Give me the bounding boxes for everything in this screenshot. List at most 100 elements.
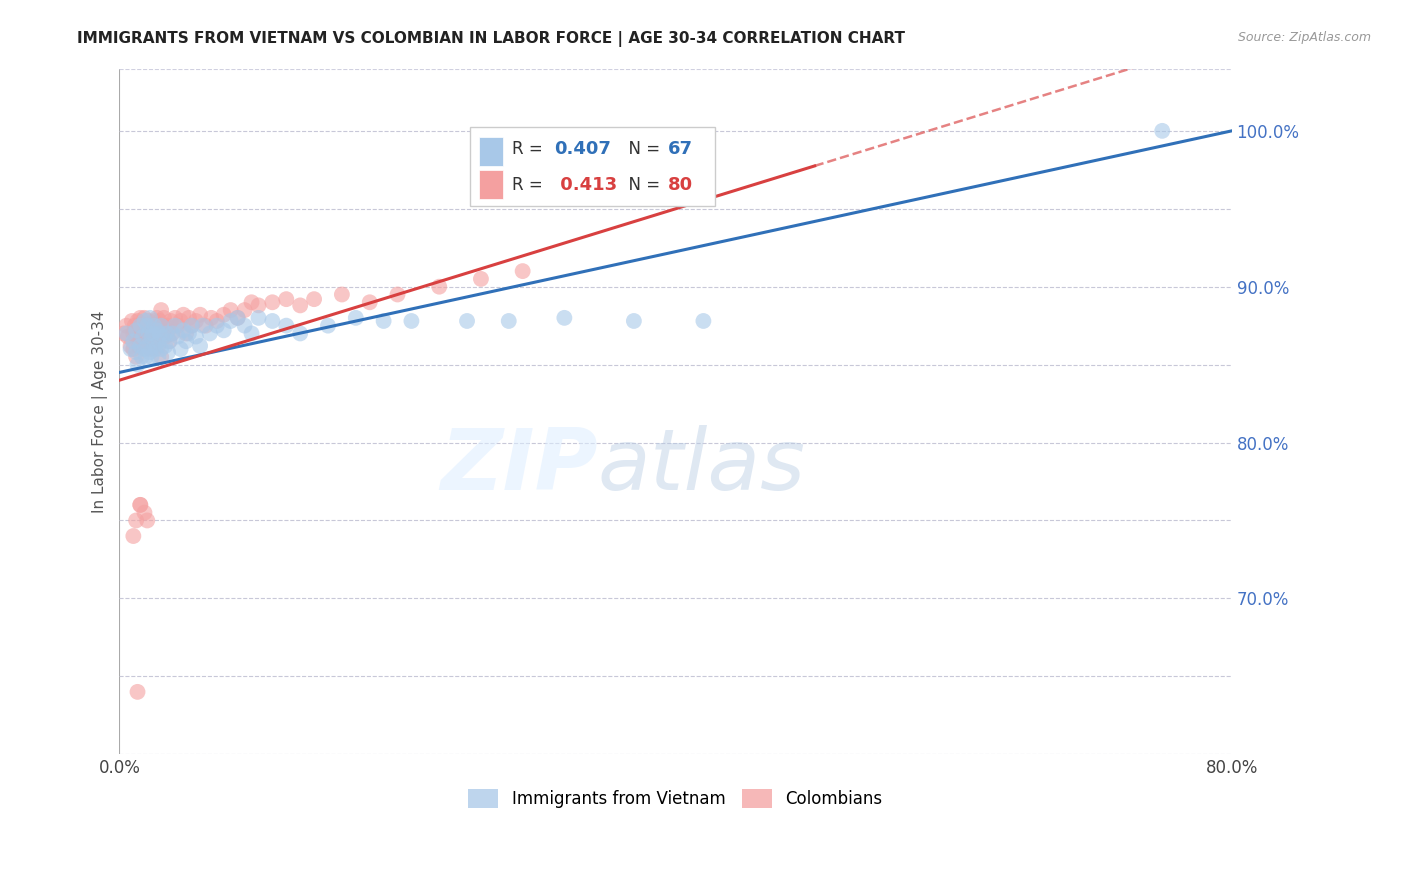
Point [125, 350, 148, 364]
Point [262, 314, 284, 328]
Point [166, 318, 188, 333]
Point [172, 308, 194, 322]
Point [156, 318, 179, 333]
Point [692, 314, 714, 328]
Point [134, 506, 156, 520]
Point [205, 314, 228, 328]
Point [136, 318, 159, 333]
Text: 0.413: 0.413 [554, 176, 617, 194]
Point [623, 314, 645, 328]
Point [129, 339, 152, 353]
Point [127, 314, 149, 328]
Point [184, 314, 207, 328]
Point [125, 345, 148, 359]
Point [136, 318, 159, 333]
Text: IMMIGRANTS FROM VIETNAM VS COLOMBIAN IN LABOR FORCE | AGE 30-34 CORRELATION CHAR: IMMIGRANTS FROM VIETNAM VS COLOMBIAN IN … [77, 31, 905, 47]
Point [205, 318, 228, 333]
Text: ZIP: ZIP [440, 425, 598, 508]
Point [134, 314, 156, 328]
Point [427, 279, 450, 293]
Point [344, 310, 367, 325]
Point [150, 350, 173, 364]
Point [141, 329, 163, 343]
Point [152, 318, 174, 333]
Point [159, 334, 181, 349]
Point [149, 314, 172, 328]
Point [470, 272, 492, 286]
Point [135, 350, 157, 364]
Point [188, 308, 211, 322]
Point [138, 326, 160, 341]
Text: 0.407: 0.407 [554, 140, 612, 159]
Point [157, 345, 180, 359]
Point [330, 287, 353, 301]
Point [155, 329, 177, 343]
Point [128, 326, 150, 341]
Point [134, 342, 156, 356]
Point [136, 334, 159, 349]
Text: R =: R = [512, 140, 548, 159]
Point [148, 318, 170, 333]
Point [145, 342, 167, 356]
Point [134, 310, 156, 325]
Point [233, 318, 256, 333]
Point [129, 318, 152, 333]
Point [240, 295, 263, 310]
Point [148, 334, 170, 349]
Point [143, 339, 166, 353]
Text: N =: N = [617, 176, 665, 194]
Point [131, 318, 153, 333]
Point [200, 310, 222, 325]
Point [128, 339, 150, 353]
Point [226, 310, 249, 325]
Point [456, 314, 478, 328]
Point [165, 310, 187, 325]
Point [117, 329, 139, 343]
Point [125, 329, 148, 343]
Text: R =: R = [512, 176, 548, 194]
Point [184, 329, 207, 343]
Point [174, 334, 197, 349]
Point [127, 685, 149, 699]
Point [135, 339, 157, 353]
Point [138, 314, 160, 328]
Point [139, 345, 162, 359]
Point [115, 318, 138, 333]
Point [139, 326, 162, 341]
Point [132, 329, 155, 343]
Point [142, 326, 165, 341]
Point [139, 342, 162, 356]
Point [148, 350, 170, 364]
Point [146, 323, 169, 337]
Text: 67: 67 [668, 140, 693, 159]
Point [141, 318, 163, 333]
Legend: Immigrants from Vietnam, Colombians: Immigrants from Vietnam, Colombians [461, 782, 890, 814]
Point [188, 339, 211, 353]
Point [142, 329, 165, 343]
Point [125, 323, 148, 337]
Point [129, 498, 152, 512]
Text: Source: ZipAtlas.com: Source: ZipAtlas.com [1237, 31, 1371, 45]
Point [141, 350, 163, 364]
Point [191, 318, 214, 333]
Point [136, 513, 159, 527]
Point [219, 314, 242, 328]
Point [169, 314, 191, 328]
Point [219, 303, 242, 318]
Point [165, 318, 187, 333]
Point [153, 310, 176, 325]
Point [120, 342, 142, 356]
Point [146, 310, 169, 325]
Point [401, 314, 423, 328]
Point [169, 342, 191, 356]
Point [316, 318, 339, 333]
Point [276, 292, 298, 306]
Point [132, 329, 155, 343]
Point [387, 287, 409, 301]
Point [240, 326, 263, 341]
Point [150, 342, 173, 356]
Point [194, 318, 217, 333]
Point [127, 358, 149, 372]
Point [156, 326, 179, 341]
Point [124, 318, 146, 333]
